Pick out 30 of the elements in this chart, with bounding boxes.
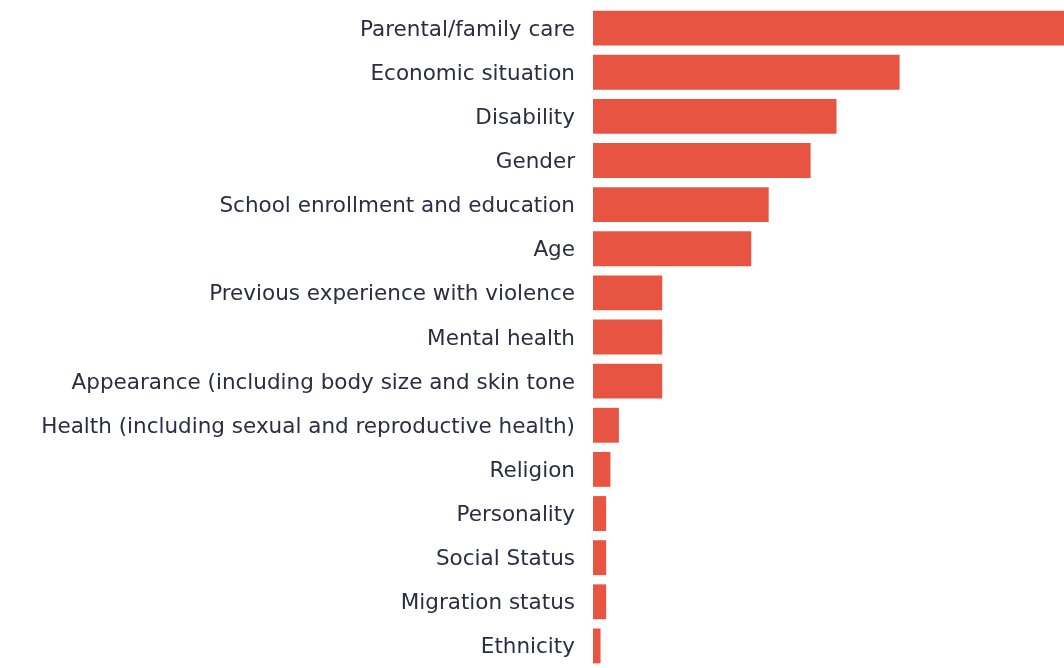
y-tick-label: Migration status xyxy=(400,589,575,615)
bar xyxy=(593,584,607,620)
y-tick-label: Disability xyxy=(475,103,576,129)
y-tick-label: Appearance (including body size and skin tone xyxy=(71,368,575,394)
bar xyxy=(593,187,769,223)
bar xyxy=(593,54,900,90)
y-tick-label: Mental health xyxy=(427,324,575,350)
y-tick-label: Social Status xyxy=(435,545,575,571)
bar xyxy=(593,275,663,311)
bar xyxy=(593,496,607,531)
y-tick-label: Ethnicity xyxy=(480,633,576,659)
y-tick-label: Religion xyxy=(489,456,575,482)
bar xyxy=(593,407,619,443)
bar xyxy=(593,98,837,134)
y-tick-label: Previous experience with violence xyxy=(209,280,575,306)
bar xyxy=(593,10,1064,46)
bar xyxy=(593,363,663,399)
bar xyxy=(593,451,611,487)
y-tick-label: Age xyxy=(533,236,575,262)
y-tick-label: Gender xyxy=(495,147,576,173)
bar xyxy=(593,628,601,664)
bar xyxy=(593,143,811,178)
bar xyxy=(593,319,663,355)
y-tick-label: Health (including sexual and reproductive health) xyxy=(41,412,575,438)
bar xyxy=(593,231,752,267)
y-tick-label: Personality xyxy=(456,501,576,527)
y-tick-label: Economic situation xyxy=(370,59,575,85)
y-tick-label: School enrollment and education xyxy=(219,192,575,218)
y-tick-label: Parental/family care xyxy=(360,15,575,41)
bar xyxy=(593,540,607,576)
